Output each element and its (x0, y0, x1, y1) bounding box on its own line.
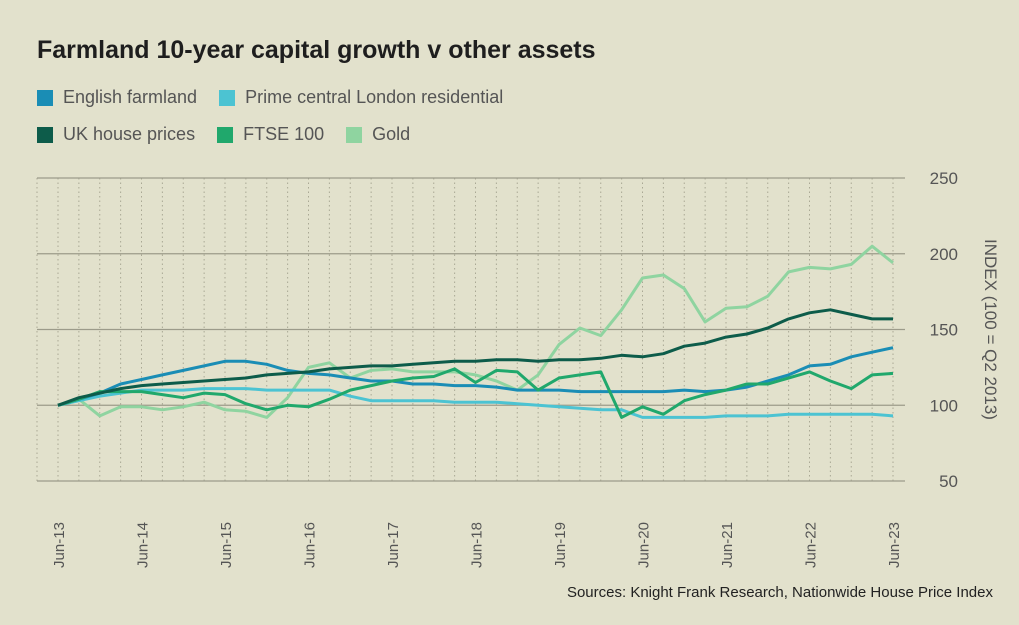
series-line-ftse-100 (57, 367, 894, 419)
legend-swatch (37, 126, 53, 143)
legend-item-uk-house-prices: UK house prices (37, 124, 195, 145)
series-line-prime-central-london-residential (57, 387, 894, 419)
x-tick-label: Jun-23 (886, 522, 903, 568)
x-tick-label: Jun-16 (302, 522, 319, 568)
x-tick-label: Jun-21 (719, 522, 736, 568)
legend-item-ftse-100: FTSE 100 (217, 124, 324, 145)
legend-label: English farmland (63, 87, 198, 107)
series-line-uk-house-prices (57, 308, 893, 407)
y-tick-label: 100 (930, 396, 958, 415)
legend-swatch (217, 126, 234, 143)
x-tick-label: Jun-20 (636, 522, 653, 568)
x-tick-label: Jun-17 (385, 522, 402, 568)
y-tick-label: 200 (930, 245, 958, 264)
x-tick-label: Jun-15 (218, 522, 235, 568)
legend-item-gold: Gold (346, 124, 410, 145)
y-tick-label: 50 (939, 472, 958, 491)
series-line-gold (57, 244, 894, 419)
x-tick-label: Jun-19 (552, 522, 569, 568)
legend-item-english-farmland: English farmland (37, 87, 197, 108)
y-tick-label: 150 (930, 321, 958, 340)
legend-swatch (219, 89, 236, 106)
legend-label: UK house prices (63, 124, 196, 144)
y-tick-label: 250 (930, 169, 958, 188)
x-tick-label: Jun-14 (135, 522, 152, 568)
x-tick-label: Jun-22 (803, 522, 820, 568)
legend-swatch (37, 89, 53, 106)
legend-label: Gold (372, 124, 411, 144)
legend-label: Prime central London residential (245, 87, 504, 107)
legend-row-2: UK house prices FTSE 100 Gold (37, 124, 410, 145)
x-tick-label: Jun-13 (51, 522, 68, 568)
source-note: Sources: Knight Frank Research, Nationwi… (566, 584, 993, 601)
legend-label: FTSE 100 (243, 124, 325, 144)
x-tick-label: Jun-18 (469, 522, 486, 568)
legend-row-1: English farmland Prime central London re… (37, 87, 503, 108)
chart-title: Farmland 10-year capital growth v other … (37, 36, 596, 64)
y-axis-title: INDEX (100 = Q2 2013) (981, 239, 1000, 420)
legend-item-prime-london: Prime central London residential (219, 87, 503, 108)
legend-swatch (346, 126, 363, 143)
